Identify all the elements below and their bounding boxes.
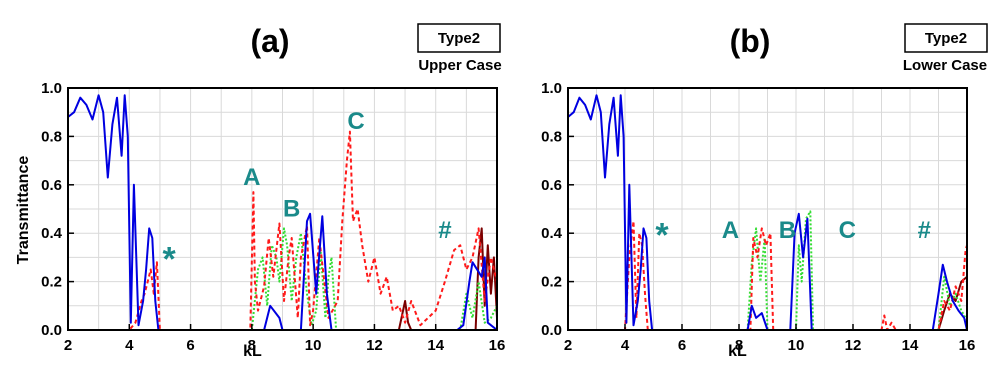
x-tick-label: 4 bbox=[621, 337, 630, 354]
panel-label: (a) bbox=[250, 23, 289, 59]
x-tick-label: 16 bbox=[489, 337, 506, 354]
legend-box-text: Type2 bbox=[438, 30, 480, 47]
annotation-label: B bbox=[283, 195, 300, 222]
x-tick-label: 4 bbox=[125, 337, 134, 354]
x-tick-label: 12 bbox=[366, 337, 383, 354]
plot-frame bbox=[67, 87, 498, 331]
panel-b: 2 4 6 8 10 12 14 16 0.0 0.2 0.4 0.6 0.8 1.0 kL (b) Type2… bbox=[541, 23, 988, 360]
annotation-label: C bbox=[347, 108, 364, 135]
x-axis-label: kL bbox=[728, 343, 747, 360]
y-tick-label: 0.2 bbox=[541, 274, 562, 291]
y-tick-label: 0.6 bbox=[41, 177, 62, 194]
annotation-label: C bbox=[839, 217, 856, 244]
annotation-label: * bbox=[655, 216, 669, 254]
legend-box bbox=[904, 23, 988, 53]
annotation-label: A bbox=[722, 217, 739, 244]
y-tick-label: 1.0 bbox=[41, 80, 62, 97]
annotation-label: B bbox=[779, 217, 796, 244]
x-tick-label: 16 bbox=[959, 337, 976, 354]
series-group bbox=[68, 94, 497, 330]
x-tick-label: 12 bbox=[845, 337, 862, 354]
x-tick-label: 14 bbox=[427, 337, 444, 354]
legend-subtitle: Upper Case bbox=[418, 57, 501, 74]
x-tick-label: 10 bbox=[788, 337, 805, 354]
series-line-green bbox=[568, 210, 967, 330]
x-tick-label: 10 bbox=[305, 337, 322, 354]
x-tick-label: 6 bbox=[678, 337, 686, 354]
y-tick-label: 0.6 bbox=[541, 177, 562, 194]
y-tick-label: 0.4 bbox=[541, 225, 563, 242]
y-tick-label: 0.0 bbox=[541, 322, 562, 339]
x-tick-label: 2 bbox=[564, 337, 572, 354]
plot-frame bbox=[567, 87, 968, 331]
x-tick-label: 8 bbox=[248, 337, 256, 354]
series-line-darkred bbox=[68, 227, 497, 330]
x-tick-label: 14 bbox=[902, 337, 919, 354]
annotation-label: # bbox=[918, 217, 931, 244]
annotation-label: # bbox=[438, 217, 451, 244]
panel-label: (b) bbox=[730, 23, 771, 59]
y-tick-label: 0.8 bbox=[541, 128, 562, 145]
x-tick-label: 6 bbox=[186, 337, 194, 354]
series-line-blue bbox=[68, 94, 497, 330]
series-group bbox=[568, 94, 967, 330]
y-tick-label: 0.8 bbox=[41, 128, 62, 145]
legend-box bbox=[417, 23, 501, 53]
y-axis-label: Transmittance bbox=[15, 156, 32, 265]
y-tick-label: 1.0 bbox=[541, 80, 562, 97]
series-line-blue bbox=[568, 94, 967, 330]
x-tick-label: 8 bbox=[735, 337, 743, 354]
y-tick-label: 0.2 bbox=[41, 274, 62, 291]
y-tick-label: 0.0 bbox=[41, 322, 62, 339]
legend-subtitle: Lower Case bbox=[903, 57, 987, 74]
y-tick-label: 0.4 bbox=[41, 225, 63, 242]
annotation-label: A bbox=[243, 164, 260, 191]
x-tick-label: 2 bbox=[64, 337, 72, 354]
panel-a: 2 4 6 8 10 12 14 16 0.0 0.2 0.4 0.6 0.8 1.0 kL Transmit… bbox=[15, 23, 505, 360]
legend-box-text: Type2 bbox=[925, 30, 967, 47]
series-line-red bbox=[68, 130, 497, 330]
annotation-label: * bbox=[163, 241, 177, 279]
x-axis-label: kL bbox=[243, 343, 262, 360]
series-line-green bbox=[68, 227, 497, 330]
